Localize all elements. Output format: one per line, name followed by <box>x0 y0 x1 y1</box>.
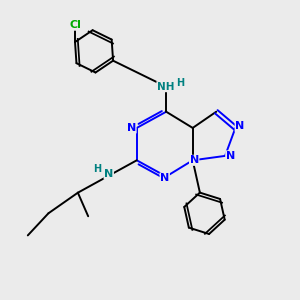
Text: N: N <box>104 169 113 179</box>
Text: N: N <box>190 155 199 165</box>
Text: NH: NH <box>157 82 174 92</box>
Text: H: H <box>93 164 101 174</box>
Text: Cl: Cl <box>69 20 81 30</box>
Text: N: N <box>160 173 169 183</box>
Text: N: N <box>226 151 235 161</box>
Text: H: H <box>176 78 184 88</box>
Text: N: N <box>235 122 244 131</box>
Text: N: N <box>127 123 136 133</box>
